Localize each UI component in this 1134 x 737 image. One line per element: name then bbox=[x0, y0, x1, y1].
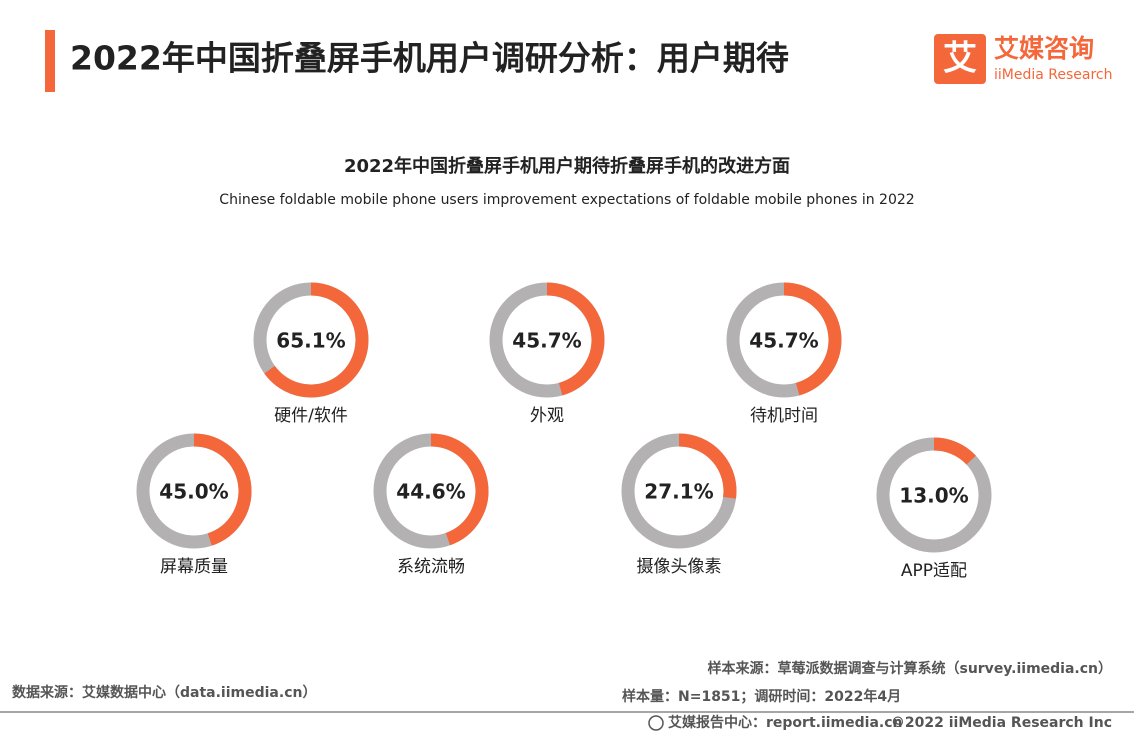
category-label: 外观 bbox=[530, 406, 564, 426]
donut-arc bbox=[546, 282, 605, 396]
page-title: 2022年中国折叠屏手机用户调研分析：用户期待 bbox=[70, 39, 789, 78]
chart-title: 2022年中国折叠屏手机用户期待折叠屏手机的改进方面 bbox=[344, 155, 790, 177]
category-label: APP适配 bbox=[901, 561, 967, 581]
footer-sample-source: 样本来源：草莓派数据调查与计算系统（survey.iimedia.cn） bbox=[707, 660, 1112, 677]
donut-arc bbox=[430, 433, 489, 546]
logo-mark-bg bbox=[934, 34, 986, 84]
value-label: 13.0% bbox=[899, 484, 968, 508]
value-label: 45.0% bbox=[159, 480, 228, 504]
category-label: 屏幕质量 bbox=[160, 557, 228, 577]
donut-arc bbox=[193, 433, 252, 546]
globe-icon bbox=[648, 715, 664, 731]
category-label: 硬件/软件 bbox=[274, 406, 348, 426]
title-accent bbox=[45, 30, 55, 92]
donut-arc bbox=[678, 433, 737, 499]
chart-subtitle: Chinese foldable mobile phone users impr… bbox=[219, 192, 914, 208]
category-label: 待机时间 bbox=[750, 406, 818, 426]
footer-sample-size: 样本量：N=1851；调研时间：2022年4月 bbox=[622, 688, 901, 705]
value-label: 45.7% bbox=[749, 329, 818, 353]
donut-arc bbox=[933, 437, 976, 465]
footer-copyright: ©2022 iiMedia Research Inc bbox=[891, 715, 1112, 731]
logo-name-en: iiMedia Research bbox=[994, 67, 1113, 83]
donut-arc bbox=[264, 282, 369, 398]
value-label: 65.1% bbox=[276, 329, 345, 353]
category-label: 系统流畅 bbox=[397, 557, 465, 577]
value-label: 45.7% bbox=[512, 329, 581, 353]
logo-name: 艾媒咨询 bbox=[994, 34, 1094, 63]
footer-report: 艾媒报告中心：report.iimedia.cn bbox=[668, 714, 903, 731]
value-label: 27.1% bbox=[644, 480, 713, 504]
donut-arc bbox=[783, 282, 842, 396]
logo-mark: 艾 bbox=[943, 39, 977, 79]
footer-source: 数据来源：艾媒数据中心（data.iimedia.cn） bbox=[12, 684, 316, 701]
category-label: 摄像头像素 bbox=[637, 557, 722, 577]
value-label: 44.6% bbox=[396, 480, 465, 504]
